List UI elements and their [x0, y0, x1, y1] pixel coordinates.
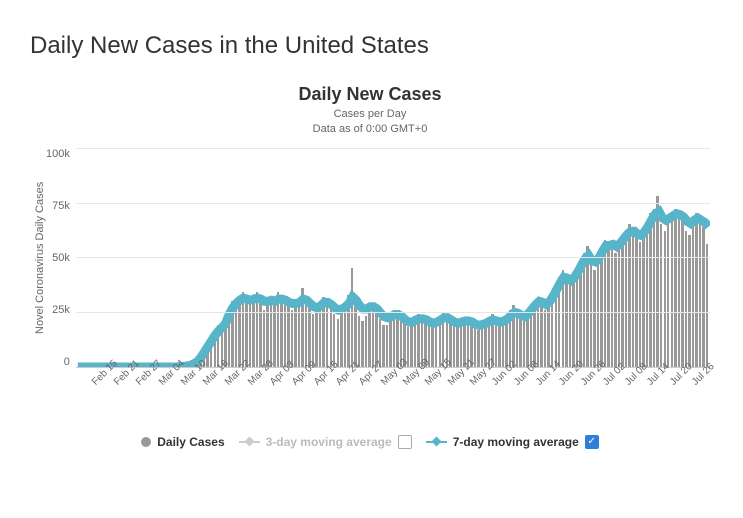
legend-marker-line [239, 438, 260, 445]
legend-marker-dot [141, 437, 151, 447]
page-title: Daily New Cases in the United States [30, 32, 713, 60]
plot-area[interactable] [76, 148, 710, 368]
y-tick-label: 100k [46, 148, 70, 160]
daily-cases-bar[interactable] [706, 244, 708, 367]
gridline [76, 148, 710, 149]
y-tick-label: 75k [52, 200, 70, 212]
chart-container: Daily New Cases Cases per Day Data as of… [30, 84, 710, 449]
x-axis-ticks: Feb 15Feb 21Feb 27Mar 04Mar 10Mar 16Mar … [88, 374, 710, 385]
y-axis-ticks: 100k 75k 50k 25k 0 [46, 148, 76, 368]
legend-item-ma7[interactable]: 7-day moving average ✓ [426, 435, 599, 449]
chart-title: Daily New Cases [30, 84, 710, 105]
legend-label: Daily Cases [157, 435, 224, 449]
legend-item-daily[interactable]: Daily Cases [141, 435, 224, 449]
chart-subtitle-1: Cases per Day [30, 107, 710, 122]
y-axis-title: Novel Coronavirus Daily Cases [30, 148, 46, 368]
gridline [76, 312, 710, 313]
chart-subtitle-2: Data as of 0:00 GMT+0 [30, 122, 710, 137]
gridline [76, 203, 710, 204]
legend-checkbox-ma7[interactable]: ✓ [585, 435, 599, 449]
y-tick-label: 0 [64, 356, 70, 368]
legend: Daily Cases 3-day moving average 7-day mov… [30, 435, 710, 449]
y-tick-label: 25k [52, 304, 70, 316]
legend-marker-line [426, 438, 447, 445]
gridline [76, 257, 710, 258]
legend-label: 3-day moving average [266, 435, 392, 449]
legend-checkbox-ma3[interactable] [398, 435, 412, 449]
legend-item-ma3[interactable]: 3-day moving average [239, 435, 412, 449]
legend-label: 7-day moving average [453, 435, 579, 449]
y-tick-label: 50k [52, 252, 70, 264]
